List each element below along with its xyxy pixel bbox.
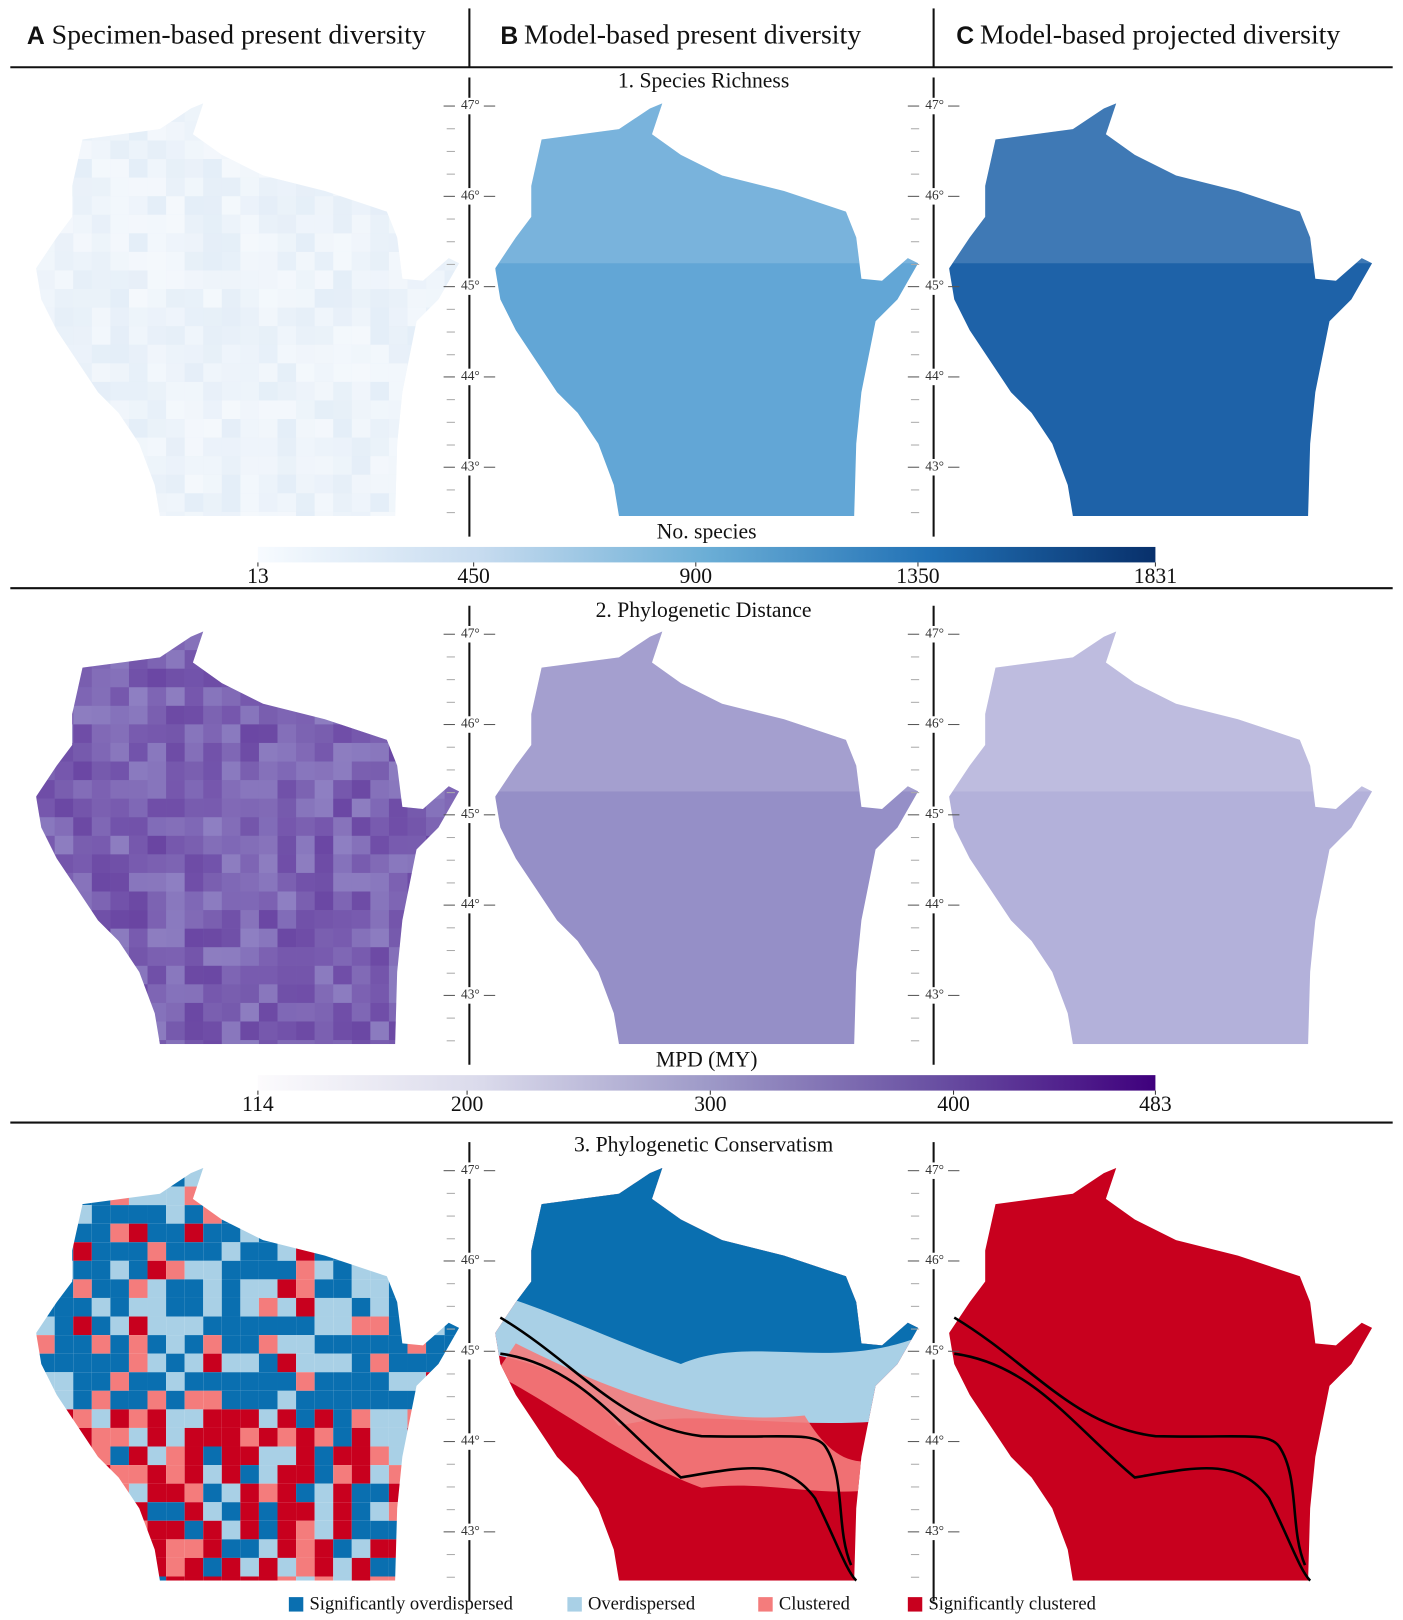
latitude-label: 47° — [461, 1162, 480, 1177]
latitude-label: 47° — [925, 1162, 944, 1177]
map — [490, 626, 923, 1049]
map — [490, 1163, 928, 1586]
latitude-label: 47° — [461, 625, 480, 640]
colorbar-tick-label: 1831 — [1134, 564, 1177, 588]
colorbar-label: MPD (MY) — [656, 1048, 758, 1072]
map — [31, 626, 464, 1058]
latitude-label: 43° — [461, 986, 480, 1001]
colorbar-tick-label: 300 — [694, 1092, 726, 1116]
legend-swatch — [758, 1597, 772, 1611]
latitude-label: 45° — [461, 1342, 480, 1357]
latitude-label: 46° — [461, 716, 480, 731]
row-title: 1. Species Richness — [618, 69, 789, 93]
latitude-label: 44° — [461, 368, 480, 383]
colorbar-tick-label: 200 — [451, 1092, 483, 1116]
colorbar-tick-label: 483 — [1139, 1092, 1171, 1116]
colorbar-tick-label: 1350 — [896, 564, 939, 588]
latitude-label: 44° — [461, 896, 480, 911]
latitude-label: 46° — [461, 187, 480, 202]
legend-swatch — [908, 1597, 922, 1611]
colorbar-tick-label: 450 — [457, 564, 489, 588]
latitude-label: 43° — [461, 1523, 480, 1538]
colorbar — [258, 1075, 1156, 1090]
row-title: 3. Phylogenetic Conservatism — [574, 1132, 833, 1156]
column-title: Model-based projected diversity — [980, 20, 1340, 51]
colorbar-tick-label: 13 — [247, 564, 269, 588]
colorbar-tick-label: 900 — [680, 564, 712, 588]
latitude-label: 45° — [461, 806, 480, 821]
latitude-label: 44° — [925, 368, 944, 383]
colorbar-tick-label: 400 — [937, 1092, 969, 1116]
latitude-label: 44° — [461, 1433, 480, 1448]
latitude-label: 46° — [461, 1252, 480, 1267]
latitude-label: 45° — [925, 806, 944, 821]
legend-label: Significantly clustered — [928, 1594, 1096, 1615]
latitude-label: 43° — [925, 458, 944, 473]
latitude-label: 46° — [925, 716, 944, 731]
map — [31, 98, 464, 530]
colorbar-label: No. species — [657, 519, 757, 543]
latitude-label: 45° — [925, 1342, 944, 1357]
column-letter: C — [956, 23, 974, 50]
latitude-label: 47° — [925, 625, 944, 640]
latitude-label: 44° — [925, 1433, 944, 1448]
latitude-label: 43° — [925, 1523, 944, 1538]
latitude-label: 43° — [461, 458, 480, 473]
map — [944, 1163, 1377, 1586]
latitude-label: 45° — [925, 278, 944, 293]
latitude-label: 47° — [461, 97, 480, 112]
column-letter: B — [500, 23, 518, 50]
figure: A Specimen-based present diversity B Mod… — [0, 0, 1403, 1620]
latitude-label: 43° — [925, 986, 944, 1001]
map — [944, 98, 1377, 521]
map — [944, 626, 1377, 1049]
legend-swatch — [567, 1597, 581, 1611]
row-title: 2. Phylogenetic Distance — [596, 598, 812, 622]
legend-label: Significantly overdispersed — [309, 1594, 513, 1615]
map — [490, 98, 923, 521]
latitude-label: 44° — [925, 896, 944, 911]
latitude-label: 46° — [925, 1252, 944, 1267]
column-title: Specimen-based present diversity — [52, 20, 426, 51]
colorbar-tick-label: 114 — [242, 1092, 274, 1116]
column-letter: A — [27, 23, 45, 50]
latitude-label: 46° — [925, 187, 944, 202]
legend-label: Overdispersed — [588, 1594, 696, 1615]
legend-swatch — [289, 1597, 303, 1611]
latitude-label: 47° — [925, 97, 944, 112]
column-title: Model-based present diversity — [524, 20, 861, 51]
legend-label: Clustered — [779, 1594, 851, 1615]
latitude-label: 45° — [461, 278, 480, 293]
colorbar — [258, 547, 1156, 562]
map — [36, 1168, 463, 1595]
